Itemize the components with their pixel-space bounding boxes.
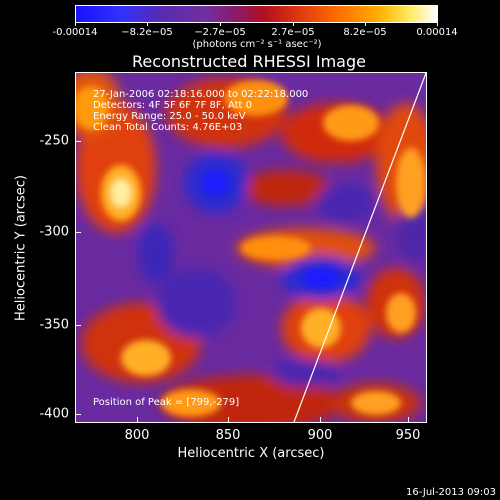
y-tick-label-3: -350 <box>39 317 69 333</box>
colorbar-label-6: 0.00014 <box>416 27 458 38</box>
x-tick-label-4: 950 <box>395 428 421 443</box>
y-tick-label-4: -400 <box>39 406 69 422</box>
info-peak: Position of Peak = [799,-279] <box>93 397 240 408</box>
colorbar-units: (photons cm⁻² s⁻¹ asec⁻²) <box>192 39 322 50</box>
intensity-map <box>76 73 426 422</box>
colorbar-label-4: 2.7e−05 <box>271 27 315 38</box>
x-tick-label-1: 800 <box>124 428 150 443</box>
info-energy: Energy Range: 25.0 - 50.0 keV <box>93 111 246 122</box>
colorbar-label-1: -0.00014 <box>52 27 98 38</box>
image-title: Reconstructed RHESSI Image <box>132 52 366 71</box>
colorbar-label-3: −2.7e−05 <box>194 27 246 38</box>
y-tick-label-2: -300 <box>39 224 69 240</box>
info-time: 27-Jan-2006 02:18:16.000 to 02:22:18.000 <box>93 89 309 100</box>
reconstructed-image <box>75 72 427 423</box>
colorbar-label-5: 8.2e−05 <box>343 27 387 38</box>
x-tick-label-2: 850 <box>215 428 241 443</box>
colorbar-label-2: −8.2e−05 <box>121 27 173 38</box>
info-detectors: Detectors: 4F 5F 6F 7F 8F, Att 0 <box>93 100 253 111</box>
colorbar <box>75 5 438 23</box>
solar-limb-line <box>293 73 426 422</box>
timestamp: 16-Jul-2013 09:03 <box>405 487 496 498</box>
x-axis-title: Heliocentric X (arcsec) <box>177 446 325 461</box>
info-method: Clean Total Counts: 4.76E+03 <box>93 122 243 133</box>
y-tick-label-1: -250 <box>39 133 69 149</box>
y-axis-title: Heliocentric Y (arcsec) <box>13 175 29 321</box>
x-tick-label-3: 900 <box>307 428 333 443</box>
